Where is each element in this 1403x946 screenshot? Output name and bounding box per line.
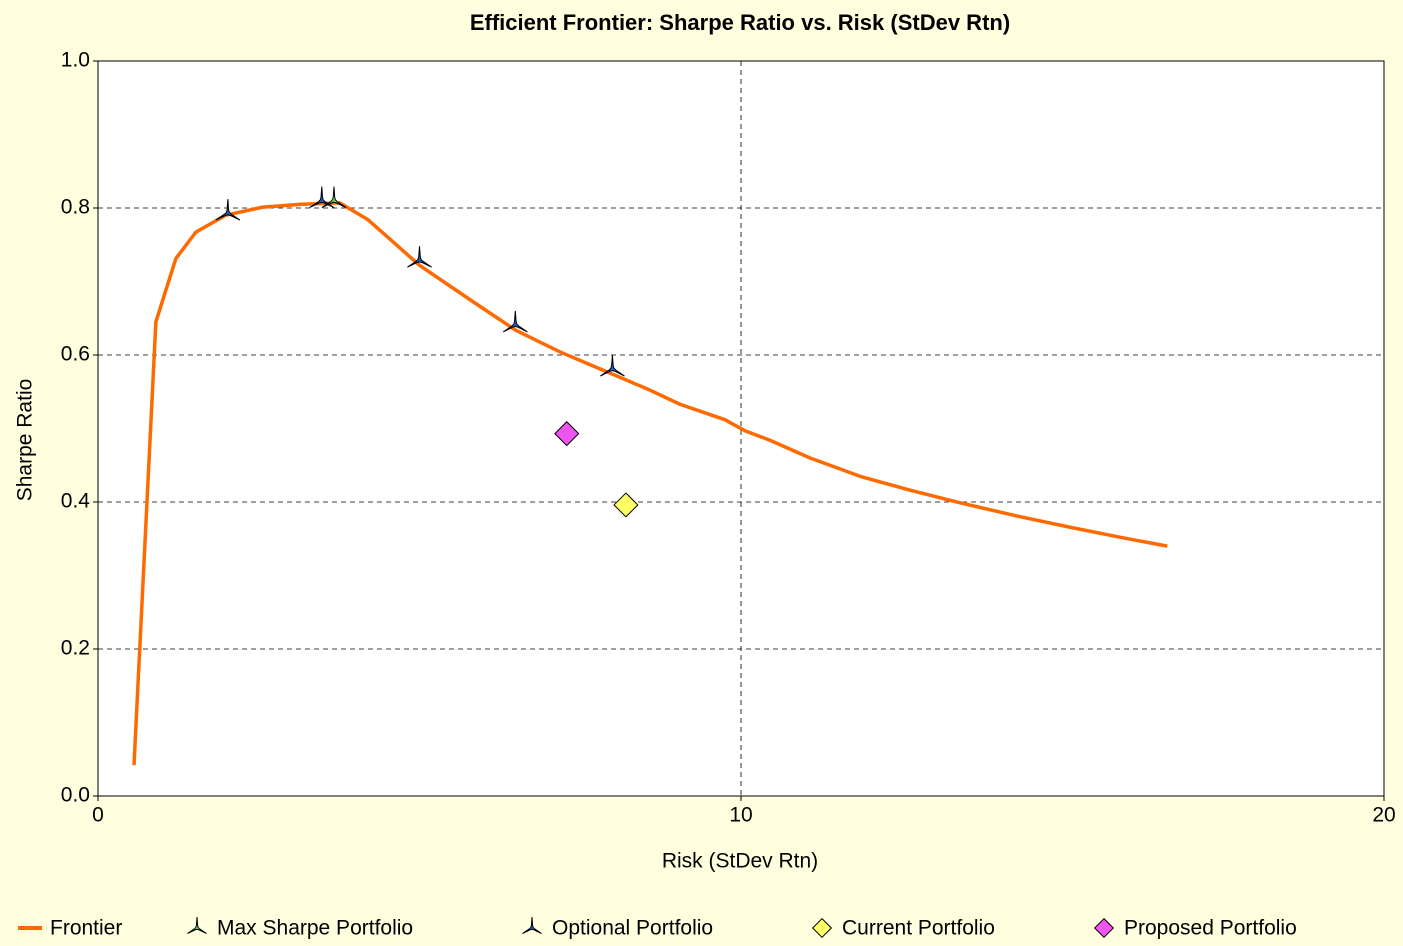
frontier-line bbox=[132, 201, 1168, 766]
y-tick-label: 0.0 bbox=[61, 784, 90, 807]
chart-title: Efficient Frontier: Sharpe Ratio vs. Ris… bbox=[470, 10, 1010, 35]
plot-border bbox=[97, 60, 1385, 797]
x-tick-label: 10 bbox=[729, 804, 752, 827]
legend: Frontier Max Sharpe Portfolio Optional Por… bbox=[18, 917, 1297, 940]
y-tick-label: 0.2 bbox=[61, 637, 90, 660]
legend-label: Max Sharpe Portfolio bbox=[217, 917, 413, 940]
y-tick-label: 1.0 bbox=[61, 49, 90, 72]
star-marker bbox=[407, 246, 432, 268]
x-axis-label: Risk (StDev Rtn) bbox=[662, 850, 818, 873]
legend-label: Frontier bbox=[50, 917, 122, 940]
legend-label: Optional Portfolio bbox=[552, 917, 713, 940]
diamond-marker bbox=[1093, 917, 1115, 939]
legend-swatch bbox=[18, 926, 42, 930]
star-marker bbox=[502, 310, 528, 333]
legend-label: Current Portfolio bbox=[842, 917, 995, 940]
star-marker bbox=[187, 916, 207, 934]
star-marker bbox=[309, 186, 335, 209]
diamond-marker bbox=[811, 917, 833, 939]
y-axis-label: Sharpe Ratio bbox=[14, 379, 37, 502]
legend-label: Proposed Portfolio bbox=[1124, 917, 1297, 940]
diamond-marker bbox=[613, 492, 639, 518]
star-marker bbox=[215, 199, 241, 221]
y-tick-label: 0.8 bbox=[61, 196, 90, 219]
x-tick-label: 0 bbox=[92, 804, 104, 827]
diamond-marker bbox=[554, 421, 580, 447]
marks bbox=[132, 186, 1168, 766]
star-marker bbox=[600, 354, 625, 377]
y-tick-label: 0.4 bbox=[61, 490, 91, 513]
star-marker bbox=[522, 916, 542, 934]
y-tick-label: 0.6 bbox=[61, 343, 90, 366]
x-tick-label: 20 bbox=[1372, 804, 1395, 827]
star-marker bbox=[321, 186, 347, 209]
